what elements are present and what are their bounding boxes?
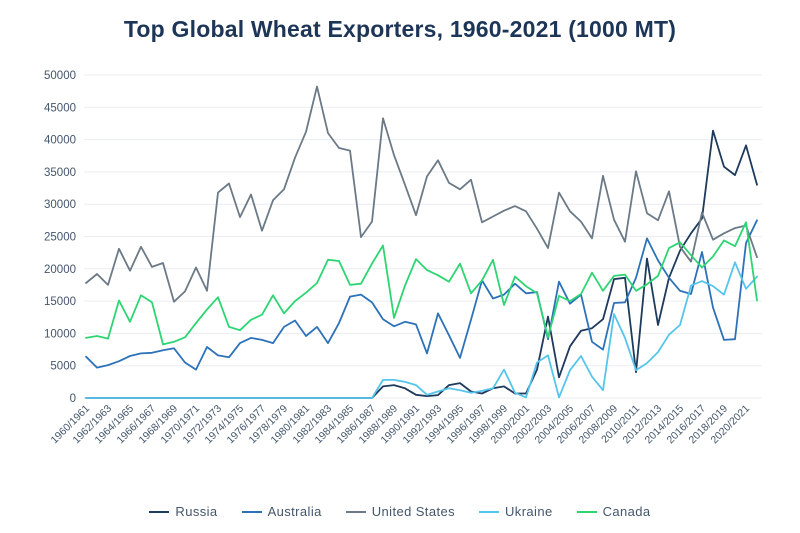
legend-label-australia: Australia — [267, 504, 322, 519]
legend-item-russia[interactable]: Russia — [149, 504, 217, 519]
series-line-united-states — [85, 85, 758, 303]
y-tick-label: 30000 — [44, 199, 76, 211]
y-tick-label: 20000 — [44, 264, 76, 276]
legend-label-russia: Russia — [175, 504, 218, 519]
series-line-canada — [85, 221, 758, 346]
legend-swatch-united-states — [345, 510, 366, 513]
legend-label-canada: Canada — [602, 504, 651, 519]
y-tick-label: 10000 — [44, 328, 76, 340]
y-tick-label: 15000 — [44, 296, 76, 308]
y-tick-label: 0 — [70, 393, 76, 405]
y-tick-label: 40000 — [44, 135, 76, 147]
chart-title: Top Global Wheat Exporters, 1960-2021 (1… — [123, 16, 677, 42]
legend-label-ukraine: Ukraine — [505, 504, 553, 519]
legend-swatch-canada — [576, 510, 597, 513]
legend-swatch-russia — [149, 510, 170, 513]
legend-item-united-states[interactable]: United States — [345, 504, 455, 519]
y-tick-label: 25000 — [44, 232, 76, 244]
legend-swatch-australia — [241, 510, 262, 513]
chart-legend: Russia Australia United States Ukraine Canad… — [0, 504, 800, 519]
y-tick-label: 5000 — [50, 361, 76, 373]
legend-label-united-states: United States — [371, 504, 455, 519]
legend-swatch-ukraine — [479, 510, 499, 513]
y-tick-label: 35000 — [44, 167, 76, 179]
y-tick-label: 45000 — [44, 102, 76, 114]
series-line-australia — [85, 219, 758, 371]
legend-item-australia[interactable]: Australia — [241, 504, 322, 519]
legend-item-ukraine[interactable]: Ukraine — [479, 504, 553, 519]
legend-item-canada[interactable]: Canada — [576, 504, 651, 519]
series-line-ukraine — [85, 261, 758, 399]
y-tick-label: 50000 — [44, 70, 76, 82]
